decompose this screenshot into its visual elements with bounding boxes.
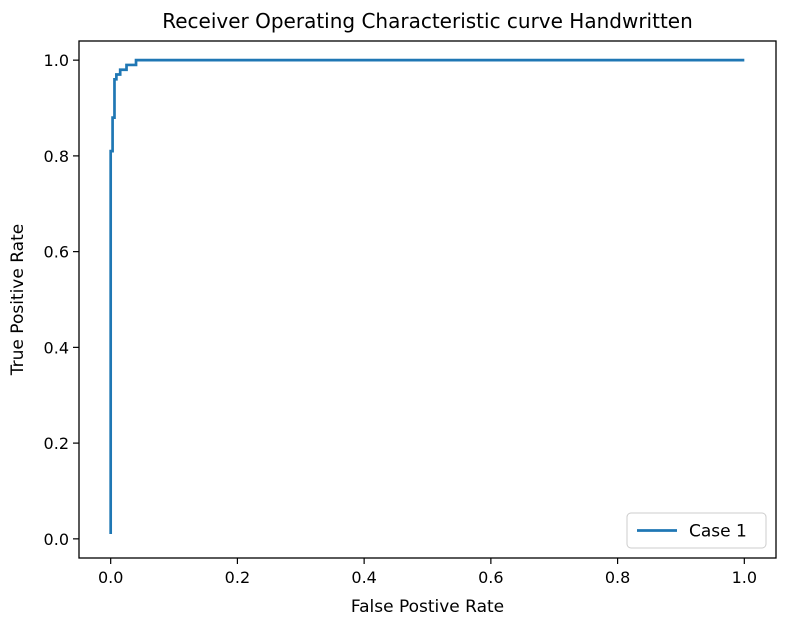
legend-box xyxy=(626,512,767,549)
plot-frame xyxy=(78,40,777,559)
chart-title: Receiver Operating Characteristic curve … xyxy=(162,9,693,33)
legend: Case 1 xyxy=(626,512,767,549)
y-tick-label: 0.8 xyxy=(44,147,69,166)
x-axis-label: False Postive Rate xyxy=(351,597,504,617)
x-tick-label: 0.4 xyxy=(351,568,376,587)
y-axis-ticks: 0.0 0.2 0.4 0.6 0.8 1.0 xyxy=(44,51,79,549)
x-tick-label: 1.0 xyxy=(732,568,757,587)
x-axis-ticks: 0.0 0.2 0.4 0.6 0.8 1.0 xyxy=(98,558,757,587)
x-tick-label: 0.8 xyxy=(605,568,630,587)
y-tick-label: 1.0 xyxy=(44,51,69,70)
x-tick-label: 0.0 xyxy=(98,568,123,587)
y-tick-label: 0.2 xyxy=(44,434,69,453)
series-line-1 xyxy=(109,58,745,535)
y-tick-label: 0.0 xyxy=(44,530,69,549)
x-tick-label: 0.2 xyxy=(225,568,250,587)
legend-label: Case 1 xyxy=(689,522,747,542)
x-tick-label: 0.6 xyxy=(478,568,503,587)
y-tick-label: 0.6 xyxy=(44,243,69,262)
y-tick-label: 0.4 xyxy=(44,338,69,357)
plot-area xyxy=(78,40,777,559)
y-axis-label: True Positive Rate xyxy=(8,224,28,376)
